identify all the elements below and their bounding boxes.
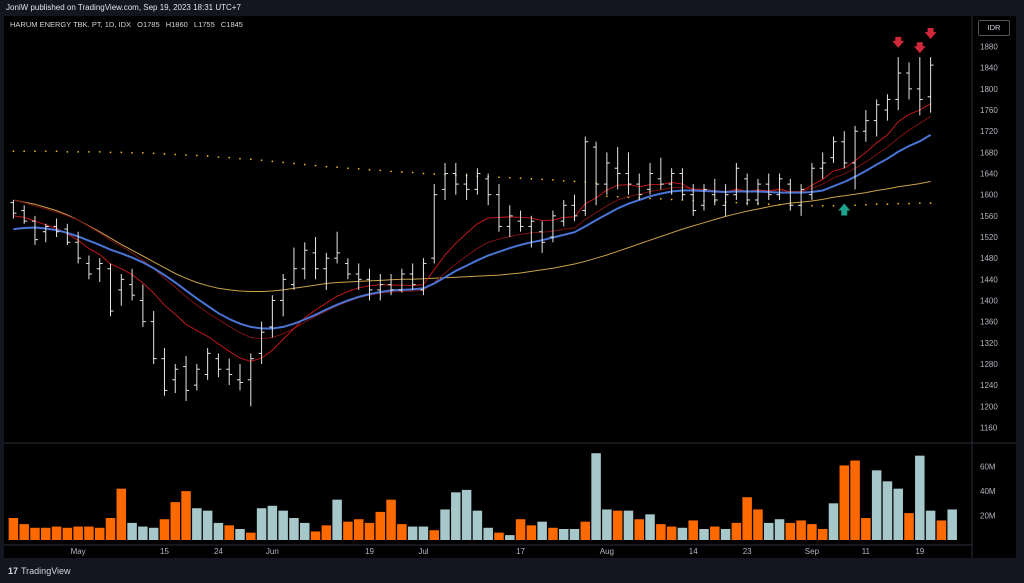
currency-button[interactable]: IDR	[978, 20, 1010, 36]
tradingview-logo-text: TradingView	[21, 566, 71, 576]
ohlc-low: L1755	[193, 20, 215, 29]
symbol-legend: HARUM ENERGY TBK. PT, 1D, IDX O1785 H186…	[10, 20, 247, 29]
chart-frame[interactable]	[4, 16, 1016, 558]
published-header: JoniW published on TradingView.com, Sep …	[6, 3, 241, 12]
ohlc-open: O1785	[137, 20, 160, 29]
ohlc-high: H1860	[165, 20, 188, 29]
tradingview-logo-mark: 17	[8, 566, 19, 576]
ohlc-close: C1845	[220, 20, 243, 29]
tradingview-logo: 17 TradingView	[8, 566, 71, 576]
symbol-name: HARUM ENERGY TBK. PT, 1D, IDX	[10, 20, 131, 29]
